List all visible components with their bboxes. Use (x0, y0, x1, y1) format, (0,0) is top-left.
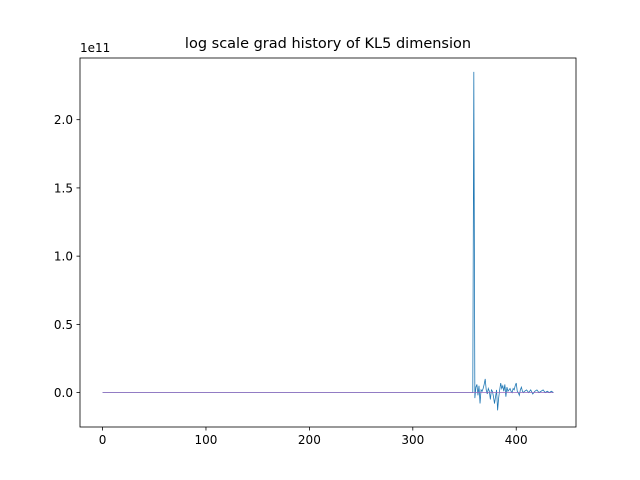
x-axis-ticks: 0 100 200 300 400 (99, 427, 528, 447)
x-tick-label: 100 (195, 433, 218, 447)
y-tick-label: 1.5 (54, 181, 73, 195)
x-tick-label: 0 (99, 433, 107, 447)
y-tick-label: 2.0 (54, 113, 73, 127)
x-tick-label: 400 (505, 433, 528, 447)
x-tick-label: 300 (401, 433, 424, 447)
x-tick-label: 200 (298, 433, 321, 447)
y-tick-label: 1.0 (54, 250, 73, 264)
y-tick-label: 0.5 (54, 318, 73, 332)
series-layer (102, 71, 554, 411)
series-line-1 (102, 71, 554, 411)
plot-frame (79, 57, 577, 428)
chart-title: log scale grad history of KL5 dimension (185, 36, 471, 52)
y-tick-label: 0.0 (54, 386, 73, 400)
y-axis-ticks: 0.0 0.5 1.0 1.5 2.0 (54, 113, 80, 400)
y-axis-offset-label: 1e11 (80, 41, 110, 55)
